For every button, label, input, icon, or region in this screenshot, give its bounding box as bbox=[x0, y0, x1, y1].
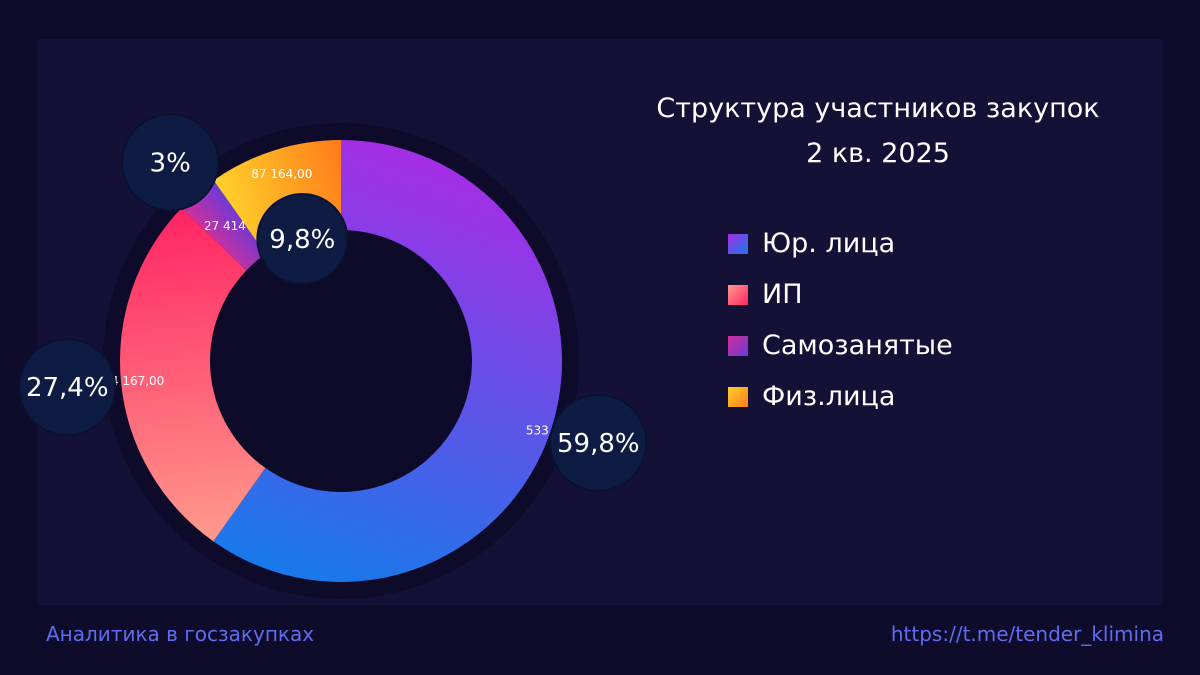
chart-title-line-2: 2 кв. 2025 bbox=[806, 138, 950, 169]
legend-item-ип: ИП bbox=[728, 269, 953, 320]
legend-swatch bbox=[728, 386, 748, 407]
legend-swatch bbox=[728, 335, 748, 356]
percent-label-физ-лица: 9,8% bbox=[269, 225, 335, 255]
donut-slice-самозанятые[interactable] bbox=[181, 180, 266, 271]
legend-label: Физ.лица bbox=[762, 381, 896, 412]
legend-swatch bbox=[728, 233, 748, 254]
legend-label: Юр. лица bbox=[762, 228, 896, 259]
chart-title-line-1: Структура участников закупок bbox=[656, 93, 1100, 124]
legend-label: ИП bbox=[762, 279, 803, 310]
percent-bubble-ип bbox=[18, 338, 117, 437]
percent-label-ип: 27,4% bbox=[26, 373, 109, 403]
chart-title: Структура участников закупок 2 кв. 2025 bbox=[600, 86, 1156, 176]
value-label-физ-лица: 87 164,00 bbox=[251, 167, 312, 181]
legend-swatch bbox=[728, 284, 748, 305]
percent-label-самозанятые: 3% bbox=[150, 148, 191, 178]
footer-channel-link[interactable]: https://t.me/tender_klimina bbox=[890, 622, 1164, 646]
percent-bubble-самозанятые bbox=[121, 113, 220, 212]
donut-slice-юр-лица[interactable] bbox=[213, 140, 562, 582]
percent-bubble-юр-лица bbox=[549, 393, 648, 492]
chart-legend: Юр. лица ИП Самозанятые Физ.лица bbox=[728, 218, 953, 422]
legend-label: Самозанятые bbox=[762, 330, 953, 361]
legend-item-юр-лица: Юр. лица bbox=[728, 218, 953, 269]
footer-channel-name: Аналитика в госзакупках bbox=[46, 622, 315, 646]
percent-bubble-физ-лица bbox=[256, 192, 349, 285]
value-label-самозанятые: 27 414 bbox=[204, 219, 246, 233]
legend-item-физ-лица: Физ.лица bbox=[728, 371, 953, 422]
percent-label-юр-лица: 59,8% bbox=[557, 429, 640, 459]
legend-item-самозанятые: Самозанятые bbox=[728, 320, 953, 371]
donut-slice-ип[interactable] bbox=[120, 208, 266, 542]
